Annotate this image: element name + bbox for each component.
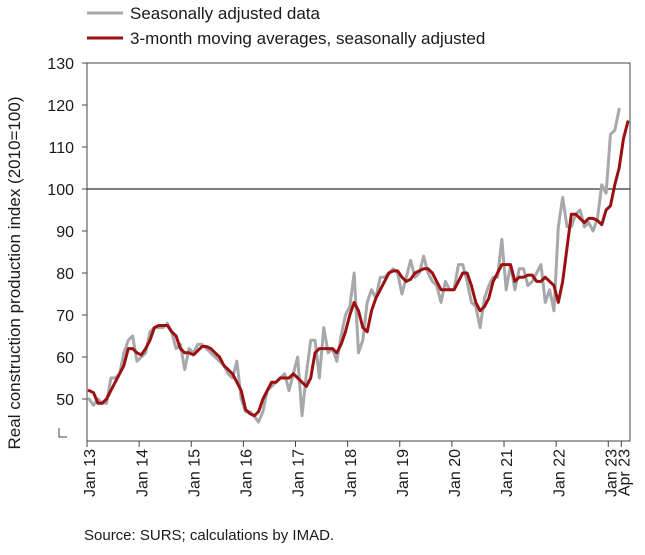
y-axis-label: Real construction production index (2010…	[5, 97, 24, 450]
y-axis-ticks: 50 60 70 80 90 100 110 120 130	[47, 56, 87, 438]
y-tick-label: 100	[47, 182, 74, 199]
plot-area	[86, 62, 631, 442]
y-tick-label: 60	[56, 350, 74, 367]
y-axis-title: Real construction production index (2010…	[5, 97, 24, 450]
y-tick-label: 80	[56, 266, 74, 283]
legend-label-seasonal: Seasonally adjusted data	[130, 4, 321, 23]
series-line-moving-average	[87, 120, 630, 418]
x-tick-label: Jan 20	[447, 449, 464, 497]
y-tick-label: 120	[47, 98, 74, 115]
x-tick-label: Jan 19	[395, 449, 412, 497]
x-tick-label: Jan 22	[551, 449, 568, 497]
x-tick-label: Apr 23	[617, 449, 634, 496]
y-tick-label: 90	[56, 224, 74, 241]
y-tick-label: 110	[48, 140, 74, 157]
axis-break-marker	[58, 428, 67, 438]
plot-frame	[86, 62, 631, 442]
x-tick-label: Jan 21	[499, 449, 516, 497]
x-tick-label: Jan 15	[186, 449, 203, 497]
x-tick-label: Jan 23	[604, 449, 621, 497]
x-tick-label: Jan 13	[82, 449, 99, 497]
x-tick-label: Jan 18	[343, 449, 360, 497]
source-note: Source: SURS; calculations by IMAD.	[84, 527, 335, 544]
series-line-seasonal	[87, 107, 621, 424]
y-tick-label: 130	[47, 56, 74, 73]
legend-label-moving-average: 3-month moving averages, seasonally adju…	[130, 29, 485, 48]
legend: Seasonally adjusted data 3-month moving …	[87, 4, 485, 48]
x-tick-label: Jan 14	[134, 449, 151, 497]
x-tick-label: Jan 16	[239, 449, 256, 497]
x-tick-label: Jan 17	[291, 449, 308, 497]
y-tick-label: 70	[56, 308, 74, 325]
x-axis-ticks: Jan 13 Jan 14 Jan 15 Jan 16 Jan 17 Jan 18 Jan …	[82, 441, 634, 497]
y-tick-label: 50	[56, 392, 74, 409]
